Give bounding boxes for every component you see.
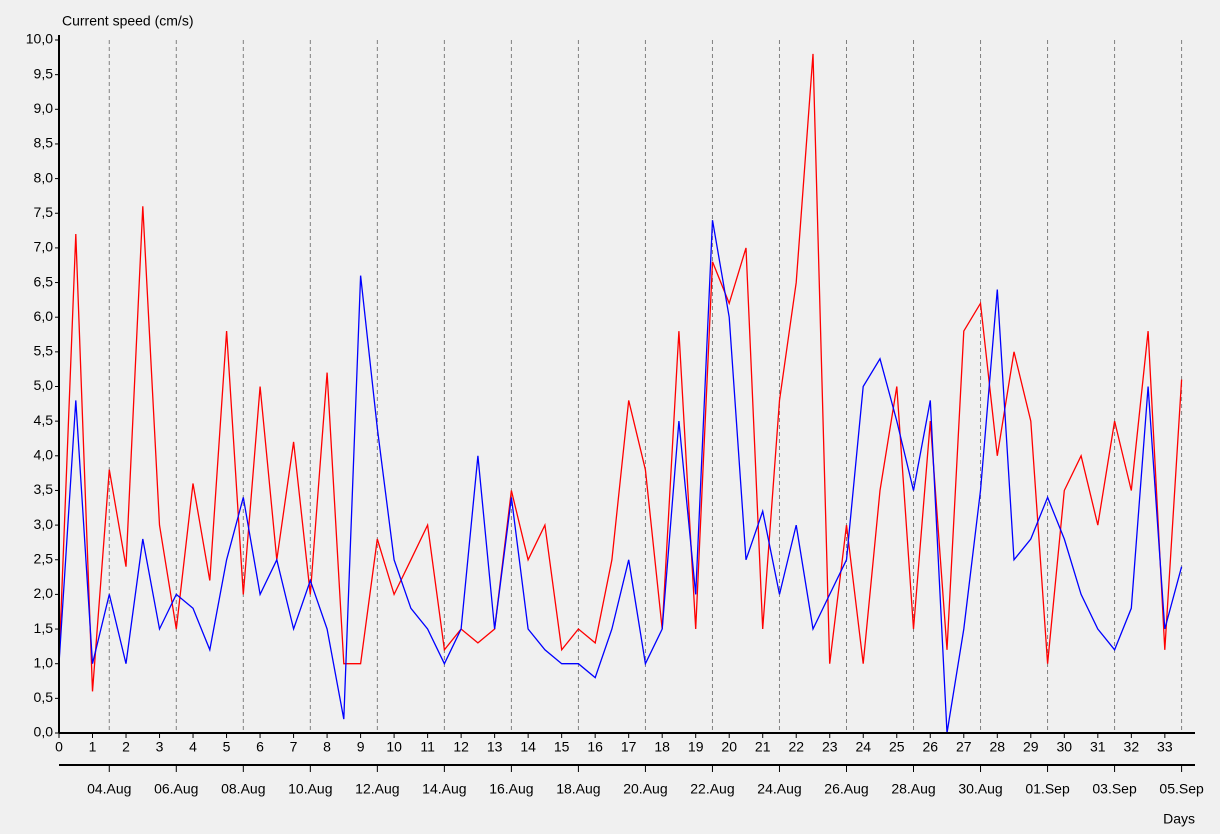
y-tick-label: 8,0 — [34, 169, 54, 185]
y-tick-label: 5,5 — [34, 343, 54, 359]
x-tick-label: 19 — [688, 739, 704, 755]
x2-tick-label: 26.Aug — [824, 781, 868, 797]
y-tick-label: 2,0 — [34, 585, 54, 601]
x2-tick-label: 14.Aug — [422, 781, 466, 797]
x-tick-label: 30 — [1057, 739, 1073, 755]
x-tick-label: 1 — [89, 739, 97, 755]
x-tick-label: 28 — [990, 739, 1006, 755]
x-tick-label: 3 — [156, 739, 164, 755]
x2-tick-label: 30.Aug — [958, 781, 1002, 797]
x-tick-label: 9 — [357, 739, 365, 755]
y-tick-label: 1,5 — [34, 620, 54, 636]
y-tick-label: 4,5 — [34, 412, 54, 428]
x2-tick-label: 16.Aug — [489, 781, 533, 797]
x-tick-label: 7 — [290, 739, 298, 755]
y-tick-label: 3,5 — [34, 481, 54, 497]
x-tick-label: 26 — [922, 739, 938, 755]
x-tick-label: 31 — [1090, 739, 1106, 755]
x-tick-label: 12 — [453, 739, 469, 755]
x2-tick-label: 05.Sep — [1159, 781, 1204, 797]
x-tick-label: 0 — [55, 739, 63, 755]
y-tick-label: 10,0 — [26, 31, 53, 47]
y-tick-label: 2,5 — [34, 550, 54, 566]
x2-tick-label: 03.Sep — [1092, 781, 1137, 797]
x-tick-label: 21 — [755, 739, 771, 755]
x-tick-label: 18 — [654, 739, 670, 755]
x2-tick-label: 22.Aug — [690, 781, 734, 797]
x-tick-label: 27 — [956, 739, 972, 755]
x2-tick-label: 01.Sep — [1025, 781, 1070, 797]
x-tick-label: 11 — [420, 739, 435, 755]
series-line — [58, 220, 1183, 734]
x-tick-label: 15 — [554, 739, 570, 755]
x-tick-label: 33 — [1157, 739, 1173, 755]
y-tick-label: 0,5 — [34, 689, 54, 705]
x2-tick-label: 10.Aug — [288, 781, 332, 797]
y-tick-label: 3,0 — [34, 516, 54, 532]
y-tick-label: 9,5 — [34, 65, 54, 81]
y-tick-label: 1,0 — [34, 654, 54, 670]
x2-tick-label: 12.Aug — [355, 781, 399, 797]
y-tick-label: 9,0 — [34, 100, 54, 116]
x-tick-label: 25 — [889, 739, 905, 755]
x-tick-label: 2 — [122, 739, 130, 755]
x-tick-label: 6 — [256, 739, 264, 755]
x2-tick-label: 06.Aug — [154, 781, 198, 797]
y-tick-label: 4,0 — [34, 447, 54, 463]
series-line — [58, 53, 1183, 692]
y-tick-label: 0,0 — [34, 724, 54, 740]
x2-tick-label: 20.Aug — [623, 781, 667, 797]
x-tick-label: 29 — [1023, 739, 1039, 755]
x-tick-label: 14 — [520, 739, 536, 755]
x2-tick-label: 28.Aug — [891, 781, 935, 797]
x-tick-label: 23 — [822, 739, 838, 755]
x-tick-label: 24 — [855, 739, 871, 755]
x2-tick-label: 18.Aug — [556, 781, 600, 797]
x-tick-label: 16 — [587, 739, 603, 755]
y-tick-label: 7,5 — [34, 204, 54, 220]
x2-tick-label: 04.Aug — [87, 781, 131, 797]
y-tick-label: 6,5 — [34, 273, 54, 289]
x-tick-label: 8 — [323, 739, 331, 755]
x2-tick-label: 08.Aug — [221, 781, 265, 797]
x-tick-label: 5 — [223, 739, 231, 755]
x-tick-label: 20 — [721, 739, 737, 755]
x-axis-title: Days — [1163, 811, 1195, 827]
x-tick-label: 17 — [621, 739, 637, 755]
x-tick-label: 10 — [386, 739, 402, 755]
y-axis-title: Current speed (cm/s) — [62, 13, 193, 29]
x-tick-label: 32 — [1124, 739, 1140, 755]
y-tick-label: 5,0 — [34, 377, 54, 393]
x-tick-label: 13 — [487, 739, 503, 755]
y-tick-label: 7,0 — [34, 239, 54, 255]
x-tick-label: 22 — [788, 739, 804, 755]
x2-tick-label: 24.Aug — [757, 781, 801, 797]
y-tick-label: 8,5 — [34, 135, 54, 151]
y-tick-label: 6,0 — [34, 308, 54, 324]
x-tick-label: 4 — [189, 739, 197, 755]
